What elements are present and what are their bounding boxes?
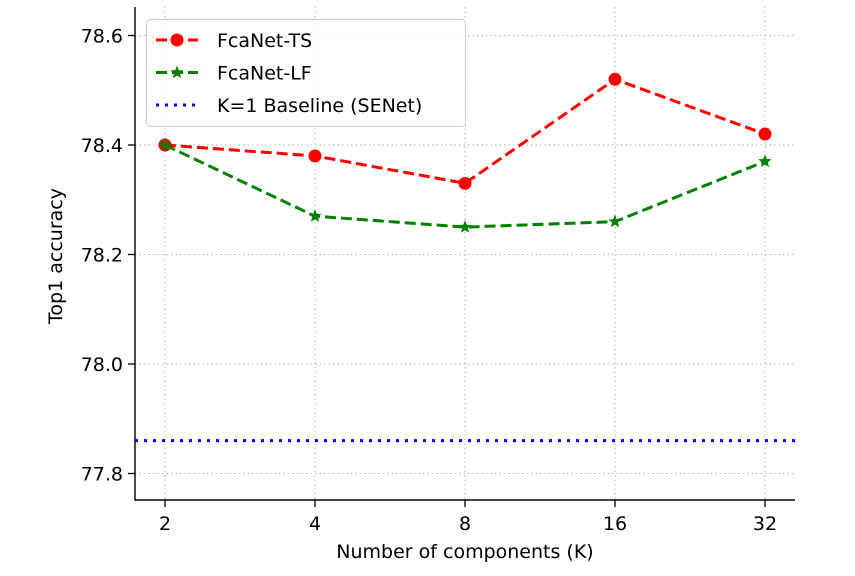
star-marker bbox=[758, 154, 772, 168]
legend-label: K=1 Baseline (SENet) bbox=[217, 95, 422, 117]
data-series bbox=[135, 72, 795, 443]
y-axis-label: Top1 accuracy bbox=[45, 188, 67, 325]
y-tick-label: 78.6 bbox=[81, 26, 123, 48]
legend-box bbox=[146, 19, 466, 127]
x-tick-label: 16 bbox=[603, 513, 627, 535]
series-line bbox=[164, 77, 766, 185]
series-line bbox=[164, 143, 766, 229]
legend-item: FcaNet-LF bbox=[156, 63, 312, 85]
star-marker bbox=[458, 220, 472, 233]
star-marker bbox=[608, 214, 622, 228]
x-axis-label: Number of components (K) bbox=[336, 541, 593, 563]
circle-marker bbox=[458, 176, 472, 190]
legend-label: FcaNet-LF bbox=[217, 63, 312, 85]
legend-item: K=1 Baseline (SENet) bbox=[156, 95, 422, 117]
legend-label: FcaNet-TS bbox=[217, 30, 312, 52]
y-tick-label: 78.2 bbox=[81, 245, 123, 267]
star-marker bbox=[308, 209, 322, 222]
star-marker bbox=[158, 138, 172, 151]
series-fcanet-lf bbox=[158, 138, 772, 233]
y-tick-label: 78.0 bbox=[81, 354, 123, 376]
y-tick-label: 77.8 bbox=[81, 464, 123, 486]
legend: FcaNet-TS FcaNet-LF K=1 Baseline (SENet) bbox=[146, 19, 466, 127]
circle-marker bbox=[608, 72, 622, 86]
legend-star-marker bbox=[170, 65, 184, 79]
x-tick-label: 32 bbox=[753, 513, 777, 535]
legend-item: FcaNet-TS bbox=[156, 30, 312, 52]
y-tick-label: 78.4 bbox=[81, 135, 123, 157]
x-axis-ticks: 2 4 8 16 32 bbox=[159, 500, 777, 535]
x-tick-label: 8 bbox=[459, 513, 471, 535]
x-tick-label: 4 bbox=[309, 513, 321, 535]
circle-marker bbox=[758, 127, 772, 141]
y-axis-ticks: 77.8 78.0 78.2 78.4 78.6 bbox=[81, 26, 135, 486]
circle-marker bbox=[308, 149, 322, 163]
legend-circle-marker bbox=[170, 33, 184, 47]
x-tick-label: 2 bbox=[159, 513, 171, 535]
series-fcanet-ts bbox=[158, 72, 772, 190]
